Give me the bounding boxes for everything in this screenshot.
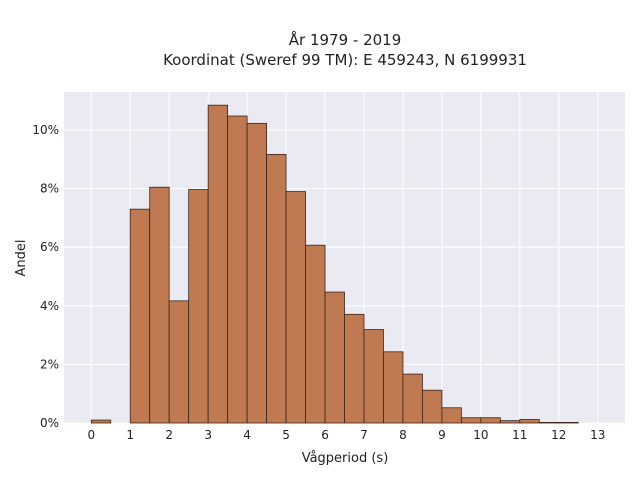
histogram-bar	[227, 115, 248, 424]
x-tick-label: 2	[165, 428, 173, 442]
x-tick-label: 3	[204, 428, 212, 442]
x-tick-label: 7	[360, 428, 368, 442]
x-tick-label: 6	[321, 428, 329, 442]
histogram-bar	[441, 407, 462, 424]
histogram-bar	[129, 208, 151, 424]
histogram-bar	[538, 422, 560, 424]
histogram-bar	[422, 389, 443, 424]
y-tick-label: 4%	[40, 299, 59, 313]
histogram-bar	[246, 122, 267, 424]
histogram-bar	[383, 351, 404, 424]
bars	[90, 104, 579, 424]
y-tick-label: 0%	[40, 416, 59, 430]
histogram-bar	[363, 329, 384, 424]
histogram-bar	[499, 420, 521, 424]
y-axis-ticks: 0% 2% 4% 6% 8% 10%	[32, 123, 59, 430]
x-tick-label: 10	[473, 428, 488, 442]
x-tick-label: 12	[551, 428, 566, 442]
x-tick-label: 4	[243, 428, 251, 442]
x-tick-label: 9	[438, 428, 446, 442]
histogram-bar	[285, 191, 306, 424]
x-tick-label: 1	[126, 428, 134, 442]
chart-subtitle: Koordinat (Sweref 99 TM): E 459243, N 61…	[163, 51, 527, 69]
histogram-bar	[188, 189, 209, 424]
x-tick-label: 13	[590, 428, 605, 442]
x-tick-label: 11	[512, 428, 527, 442]
histogram-bar	[460, 417, 482, 424]
histogram-bar	[344, 313, 365, 424]
x-tick-label: 0	[87, 428, 95, 442]
y-tick-label: 8%	[40, 182, 59, 196]
histogram-bar	[519, 419, 540, 424]
y-tick-label: 10%	[32, 123, 59, 137]
x-tick-label: 5	[282, 428, 290, 442]
histogram-bar	[266, 153, 287, 424]
chart-title: År 1979 - 2019	[289, 30, 402, 49]
x-axis-ticks: 0 1 2 3 4 5 6 7 8 9 10 11 12 13	[87, 428, 605, 442]
histogram-bar	[90, 419, 112, 424]
x-tick-label: 8	[399, 428, 407, 442]
y-axis-label: Andel	[14, 240, 29, 277]
y-tick-label: 6%	[40, 240, 59, 254]
histogram-bar	[558, 422, 579, 424]
histogram-bar	[207, 104, 229, 424]
y-tick-label: 2%	[40, 357, 59, 371]
histogram-bar	[305, 244, 326, 424]
histogram-bar	[324, 291, 345, 424]
histogram-bar	[402, 373, 423, 424]
histogram-bar	[149, 186, 170, 424]
histogram-bar	[168, 300, 190, 424]
histogram-bar	[480, 417, 501, 424]
x-axis-label: Vågperiod (s)	[302, 451, 389, 466]
